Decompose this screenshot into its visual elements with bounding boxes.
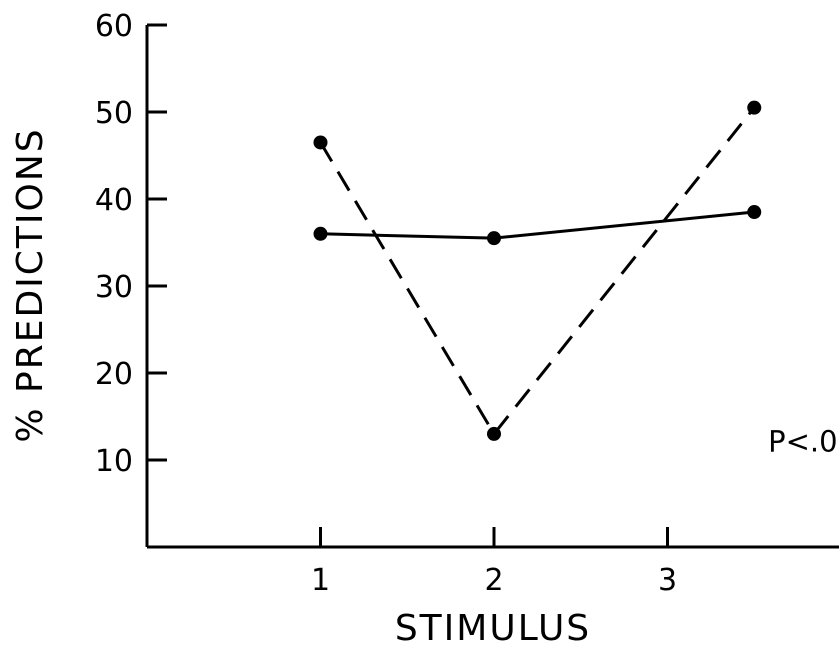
x-axis-title: STIMULUS	[395, 608, 591, 649]
annotations-layer: P<.0001	[768, 424, 839, 458]
y-tick-label: 40	[95, 183, 133, 218]
p-value-annotation: P<.0001	[768, 424, 839, 458]
data-point	[487, 426, 501, 441]
x-tick-label: 1	[311, 563, 330, 598]
x-axis: 1 2 3	[147, 527, 839, 598]
data-point	[487, 231, 501, 246]
series-line-dashed	[319, 106, 756, 437]
series-dashed	[313, 100, 762, 441]
series-line-solid	[320, 210, 755, 240]
x-tick-label: 3	[658, 563, 677, 598]
y-tick-label: 50	[95, 96, 133, 131]
data-point	[313, 135, 328, 150]
series-layer	[313, 100, 762, 441]
y-tick-label: 20	[95, 357, 133, 392]
x-ticks: 1 2 3	[311, 527, 677, 598]
y-axis: 10 20 30 40 50 60	[95, 9, 167, 547]
y-axis-title: % PREDICTIONS	[10, 127, 51, 442]
y-tick-label: 10	[95, 444, 133, 479]
y-tick-label: 30	[95, 270, 133, 305]
data-point	[313, 226, 328, 241]
x-tick-label: 2	[484, 563, 503, 598]
series-solid	[313, 205, 762, 246]
y-ticks: 10 20 30 40 50 60	[95, 9, 167, 479]
y-tick-label: 60	[95, 9, 133, 44]
data-point	[747, 100, 762, 115]
data-point	[747, 205, 762, 220]
